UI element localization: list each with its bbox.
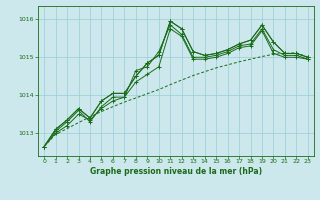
- X-axis label: Graphe pression niveau de la mer (hPa): Graphe pression niveau de la mer (hPa): [90, 167, 262, 176]
